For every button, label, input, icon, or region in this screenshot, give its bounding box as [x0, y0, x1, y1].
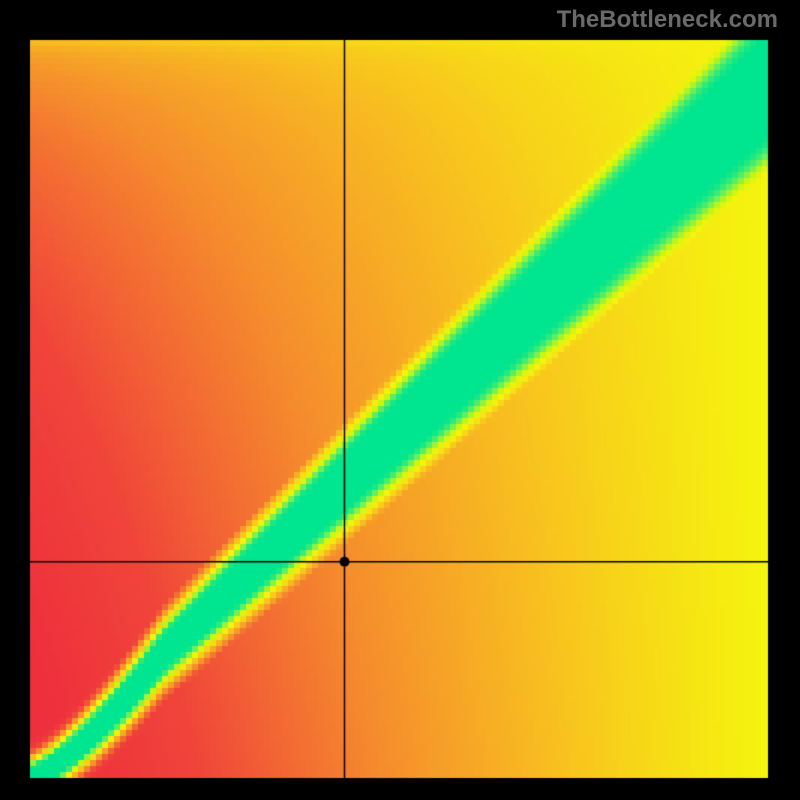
chart-container: TheBottleneck.com [0, 0, 800, 800]
bottleneck-heatmap [0, 0, 800, 800]
watermark-text: TheBottleneck.com [557, 6, 778, 34]
